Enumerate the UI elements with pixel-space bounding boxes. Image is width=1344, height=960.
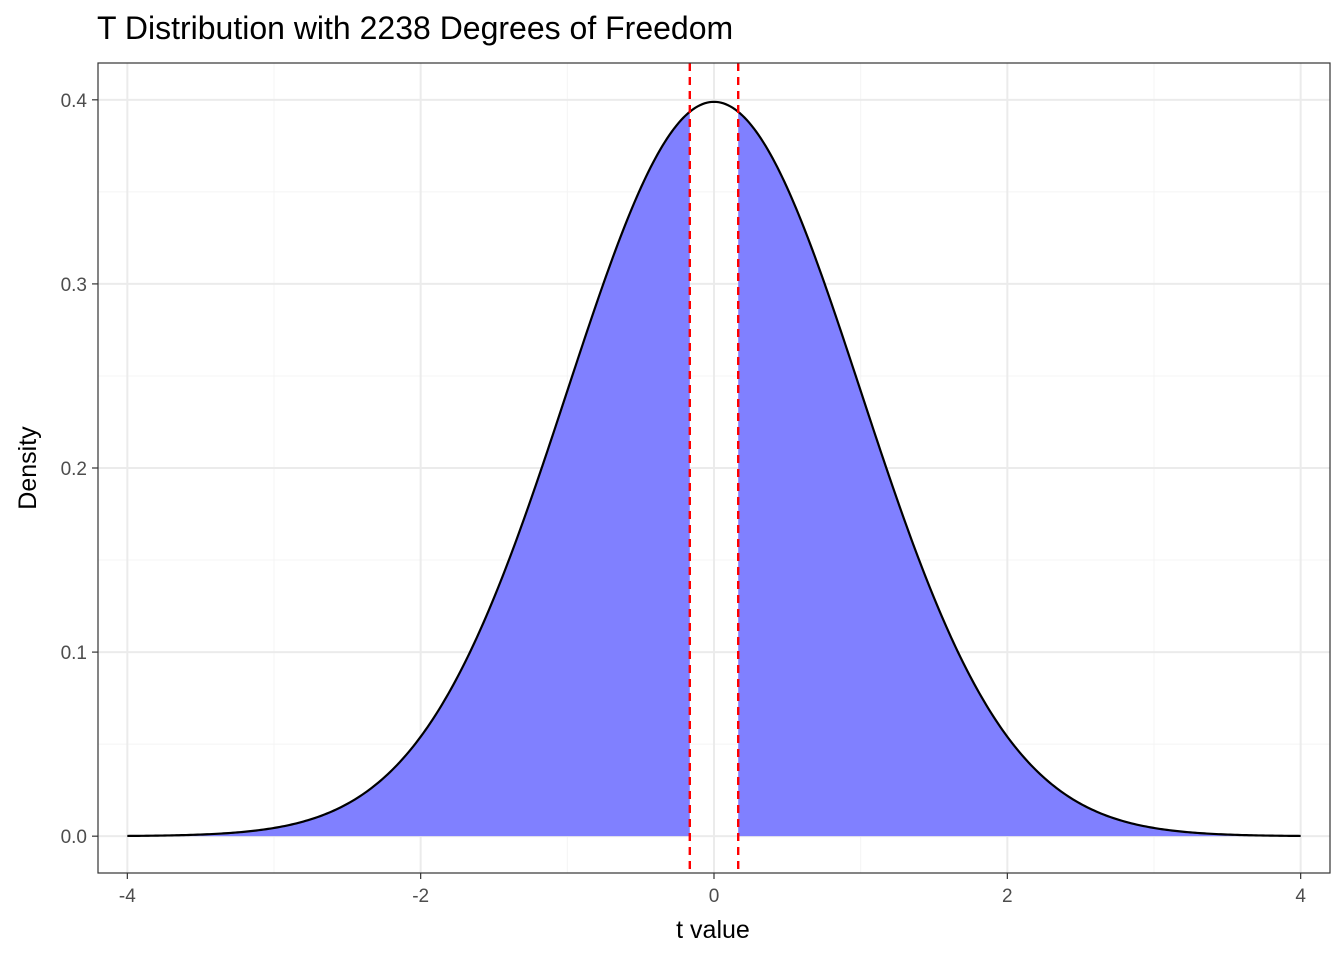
x-tick-label: -2: [412, 886, 429, 907]
x-tick-label: -4: [119, 886, 136, 907]
y-tick-label: 0.3: [61, 275, 87, 296]
x-tick-label: 0: [709, 886, 720, 907]
y-tick-label: 0.1: [61, 643, 87, 664]
y-tick-label: 0.2: [61, 459, 87, 480]
left-tail-region: [127, 111, 690, 837]
y-axis-title: Density: [14, 426, 42, 510]
density-curve-layer: [127, 100, 1301, 838]
y-axis: 0.0 0.1 0.2 0.3 0.4: [61, 91, 98, 848]
chart-title: T Distribution with 2238 Degrees of Free…: [97, 10, 733, 46]
x-tick-label: 2: [1002, 886, 1013, 907]
shaded-regions: [127, 111, 1301, 837]
density-curve: [127, 100, 1301, 838]
y-tick-label: 0.0: [61, 827, 87, 848]
y-tick-label: 0.4: [61, 91, 88, 112]
x-axis-title: t value: [676, 916, 750, 944]
x-axis: -4 -2 0 2 4: [119, 873, 1306, 907]
right-tail-region: [738, 111, 1301, 837]
critical-value-lines: [688, 63, 740, 873]
x-tick-label: 4: [1295, 886, 1306, 907]
